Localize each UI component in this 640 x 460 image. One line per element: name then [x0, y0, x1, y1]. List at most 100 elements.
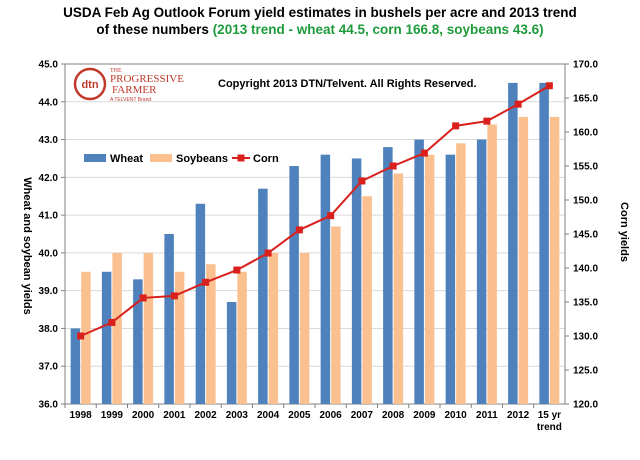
bar-wheat	[226, 302, 237, 404]
x-tick-label: 2003	[226, 410, 249, 421]
left-tick-label: 36.0	[39, 400, 59, 411]
legend-swatch-wheat	[84, 154, 106, 162]
bar-soybeans	[518, 116, 529, 404]
right-tick-label: 170.0	[573, 60, 598, 71]
x-tick-label: 15 yr	[538, 410, 561, 421]
right-tick-label: 120.0	[573, 400, 598, 411]
x-tick-label: 1999	[101, 410, 124, 421]
point-corn	[483, 117, 491, 125]
point-corn	[77, 332, 85, 340]
x-tick-label: 2002	[195, 410, 218, 421]
bar-wheat	[476, 139, 487, 405]
logo-badge-text: dtn	[81, 79, 98, 91]
right-tick-label: 130.0	[573, 332, 598, 343]
logo-line-2: PROGRESSIVE	[110, 73, 184, 85]
legend: Wheat Soybeans Corn	[84, 153, 279, 165]
bar-wheat	[164, 234, 174, 404]
bar-wheat	[133, 279, 143, 404]
legend-marker-corn	[237, 154, 245, 162]
bar-soybeans	[299, 252, 310, 404]
x-tick-label: 2007	[351, 410, 374, 421]
x-axis-ticks: 1998 1999 2000 2001 2002 2003 2004 2005 2006 2007…	[64, 404, 562, 433]
bar-wheat	[195, 203, 206, 404]
left-axis-ticks: 36.0 37.0 38.0 39.0 40.0 41.0 42.0 43.0 44.0 45.0	[39, 60, 65, 411]
x-tick-label: 2009	[413, 410, 436, 421]
bar-soybeans	[143, 252, 154, 404]
left-tick-label: 44.0	[39, 97, 59, 108]
bar-soybeans	[424, 154, 435, 404]
point-corn	[202, 278, 210, 286]
title-line-2-prefix: of these numbers	[96, 22, 213, 37]
right-tick-label: 135.0	[573, 298, 598, 309]
left-tick-label: 43.0	[39, 135, 59, 146]
copyright-notice: Copyright 2013 DTN/Telvent. All Rights R…	[218, 78, 477, 90]
left-tick-label: 37.0	[39, 362, 59, 373]
bar-wheat	[414, 139, 424, 405]
bar-wheat	[445, 154, 456, 404]
right-axis-title: Corn yields	[618, 202, 630, 262]
x-tick-label: 2004	[257, 410, 280, 421]
logo-badge-ring	[73, 67, 107, 101]
x-tick-label: 1998	[70, 410, 93, 421]
title-trend-note: (2013 trend - wheat 44.5, corn 166.8, so…	[212, 22, 544, 37]
legend-label-wheat: Wheat	[110, 153, 143, 165]
point-corn	[295, 226, 303, 234]
right-tick-label: 140.0	[573, 264, 598, 275]
bar-soybeans	[174, 271, 185, 404]
bar-wheat	[289, 166, 299, 404]
x-tick-label: 2000	[132, 410, 155, 421]
bar-wheat	[351, 158, 362, 404]
bar-soybeans	[549, 116, 560, 404]
x-tick-label: 2006	[320, 410, 343, 421]
point-corn	[139, 294, 147, 302]
left-tick-label: 40.0	[39, 248, 59, 259]
point-corn	[420, 149, 428, 157]
bar-wheat	[70, 328, 81, 404]
bar-wheat	[101, 271, 112, 404]
x-tick-label: 2012	[507, 410, 530, 421]
left-tick-label: 42.0	[39, 173, 59, 184]
chart-title: USDA Feb Ag Outlook Forum yield estimate…	[0, 4, 640, 38]
point-corn	[170, 292, 178, 300]
left-axis-title: Wheat and soybean yields	[21, 177, 33, 315]
bar-wheat	[383, 147, 393, 404]
left-tick-label: 39.0	[39, 286, 59, 297]
left-tick-label: 45.0	[39, 60, 59, 71]
legend-swatch-soybeans	[150, 154, 172, 162]
point-corn	[233, 266, 241, 274]
x-tick-label: 2005	[288, 410, 311, 421]
x-tick-label: 2001	[163, 410, 186, 421]
right-tick-label: 145.0	[573, 230, 598, 241]
bar-wheat	[539, 82, 549, 404]
bar-soybeans	[487, 124, 497, 404]
right-axis-ticks: 120.0 125.0 130.0 135.0 140.0 145.0 150.0 155.0…	[565, 60, 598, 411]
logo-line-4: A TELVENT Brand	[110, 97, 151, 103]
bar-wheat	[508, 82, 518, 404]
bar-soybeans	[268, 252, 279, 404]
bar-soybeans	[206, 264, 216, 404]
right-tick-label: 150.0	[573, 196, 598, 207]
point-corn	[108, 318, 116, 326]
right-tick-label: 165.0	[573, 94, 598, 105]
logo-line-3: FARMER	[112, 84, 157, 96]
bar-soybeans	[393, 173, 404, 404]
title-line-2: of these numbers (2013 trend - wheat 44.…	[0, 21, 640, 38]
right-tick-label: 160.0	[573, 128, 598, 139]
bar-wheat	[258, 188, 268, 404]
publisher-logo: dtn THE PROGRESSIVE FARMER A TELVENT Bra…	[73, 67, 184, 103]
legend-label-corn: Corn	[253, 153, 279, 165]
bar-soybeans	[456, 143, 466, 405]
bar-soybeans	[362, 196, 372, 404]
bar-series	[70, 82, 560, 405]
point-corn	[327, 212, 335, 220]
bar-soybeans	[237, 271, 247, 404]
logo-line-1: THE	[110, 68, 122, 74]
x-tick-label: 2010	[445, 410, 468, 421]
bar-wheat	[320, 154, 331, 404]
line-corn	[80, 84, 550, 337]
bar-soybeans	[112, 252, 122, 404]
point-corn	[452, 122, 460, 130]
title-line-1: USDA Feb Ag Outlook Forum yield estimate…	[63, 5, 577, 20]
bar-soybeans	[331, 226, 341, 404]
